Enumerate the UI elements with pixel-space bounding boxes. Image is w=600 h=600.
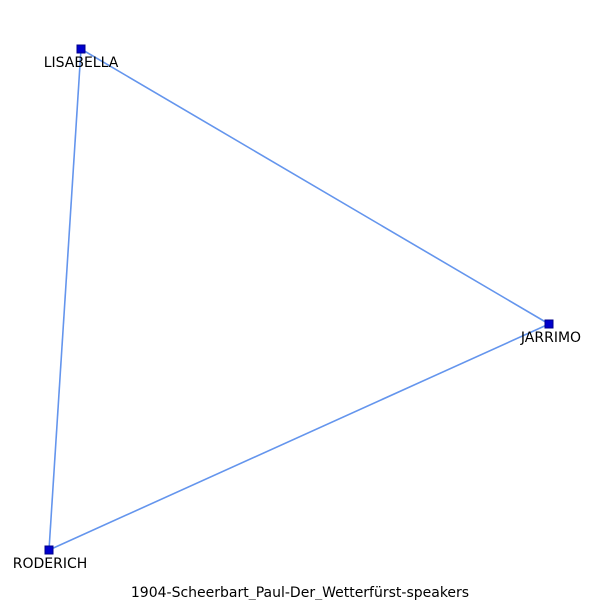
edge-layer — [48, 48, 550, 551]
node-lisabella[interactable] — [76, 44, 86, 54]
node-layer — [44, 44, 554, 555]
label-layer: LISABELLA JARRIMO RODERICH — [13, 55, 581, 572]
node-jarrimo[interactable] — [544, 319, 554, 329]
node-roderich[interactable] — [44, 545, 54, 555]
edge-roderich-lisabella — [48, 48, 82, 551]
node-label-lisabella: LISABELLA — [44, 55, 119, 71]
edge-lisabella-jarrimo — [80, 48, 550, 325]
edge-jarrimo-roderich — [48, 323, 550, 551]
node-label-jarrimo: JARRIMO — [520, 330, 581, 346]
diagram-caption: 1904-Scheerbart_Paul-Der_Wetterfürst-spe… — [131, 585, 469, 600]
node-label-roderich: RODERICH — [13, 556, 88, 572]
